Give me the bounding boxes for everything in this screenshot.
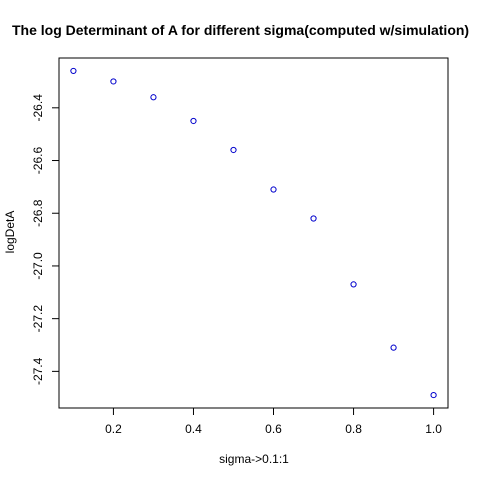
- y-tick-label: -26.8: [31, 199, 45, 227]
- y-tick-label: -27.0: [31, 252, 45, 280]
- data-point: [150, 94, 157, 101]
- x-tick-label: 0.2: [105, 422, 122, 436]
- data-point: [270, 186, 277, 193]
- x-axis-label: sigma->0.1:1: [219, 452, 289, 466]
- data-point: [230, 146, 237, 154]
- data-point: [70, 67, 77, 75]
- y-tick-label: -27.4: [31, 357, 45, 385]
- data-point: [310, 215, 317, 222]
- y-tick-label: -26.6: [31, 147, 45, 175]
- data-point: [430, 391, 437, 399]
- data-points: [70, 67, 437, 399]
- y-tick-label: -27.2: [31, 305, 45, 333]
- plot-frame: [58, 57, 449, 409]
- chart-title: The log Determinant of A for different s…: [12, 22, 469, 38]
- x-tick-label: 0.6: [265, 422, 282, 436]
- data-point: [110, 78, 117, 85]
- x-tick-label: 0.4: [185, 422, 202, 436]
- data-point: [350, 281, 357, 288]
- y-axis-label: logDetA: [3, 211, 17, 254]
- data-point: [390, 344, 397, 351]
- x-tick-label: 1.0: [425, 422, 442, 436]
- x-tick-label: 0.8: [345, 422, 362, 436]
- data-point: [190, 117, 197, 125]
- y-tick-label: -26.4: [31, 94, 45, 122]
- axes: 0.2 0.4 0.6 0.8 1.0 -26.4 -26.6 -26.8 -27.0 -27.2…: [31, 57, 449, 436]
